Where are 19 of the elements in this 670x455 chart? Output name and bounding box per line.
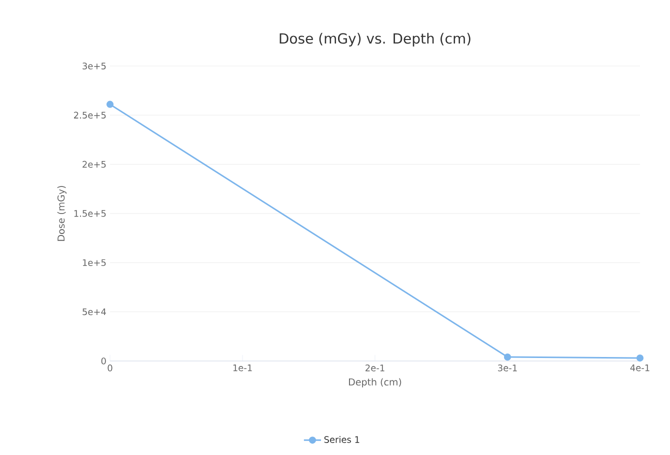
y-tick-label: 2.5e+5 (74, 112, 106, 119)
legend-label: Series 1 (324, 436, 360, 443)
point (504, 354, 512, 361)
x-tick-label: 4e-1 (630, 364, 650, 372)
point (106, 100, 114, 108)
x-axis-title: Depth (cm) (349, 378, 402, 388)
chart-title: Dose (mGy) vs. Depth (cm) (280, 32, 470, 46)
y-tick-label: 3e+5 (82, 62, 106, 70)
y-tick-label: 2e+5 (82, 160, 106, 168)
y-tick-label: 5e+4 (82, 308, 106, 316)
point (636, 354, 644, 362)
x-tick-label: 0 (108, 364, 112, 372)
y-axis-title: Dose (mGy) (57, 186, 66, 241)
x-tick-label: 3e-1 (498, 364, 517, 372)
y-tick-label: 1.5e+5 (74, 210, 106, 217)
y-tick-label: 0 (101, 358, 106, 364)
y-tick-label: 1e+5 (82, 259, 106, 266)
x-tick-label: 2e-1 (366, 364, 384, 372)
x-tick-label: 1e-1 (233, 364, 252, 372)
